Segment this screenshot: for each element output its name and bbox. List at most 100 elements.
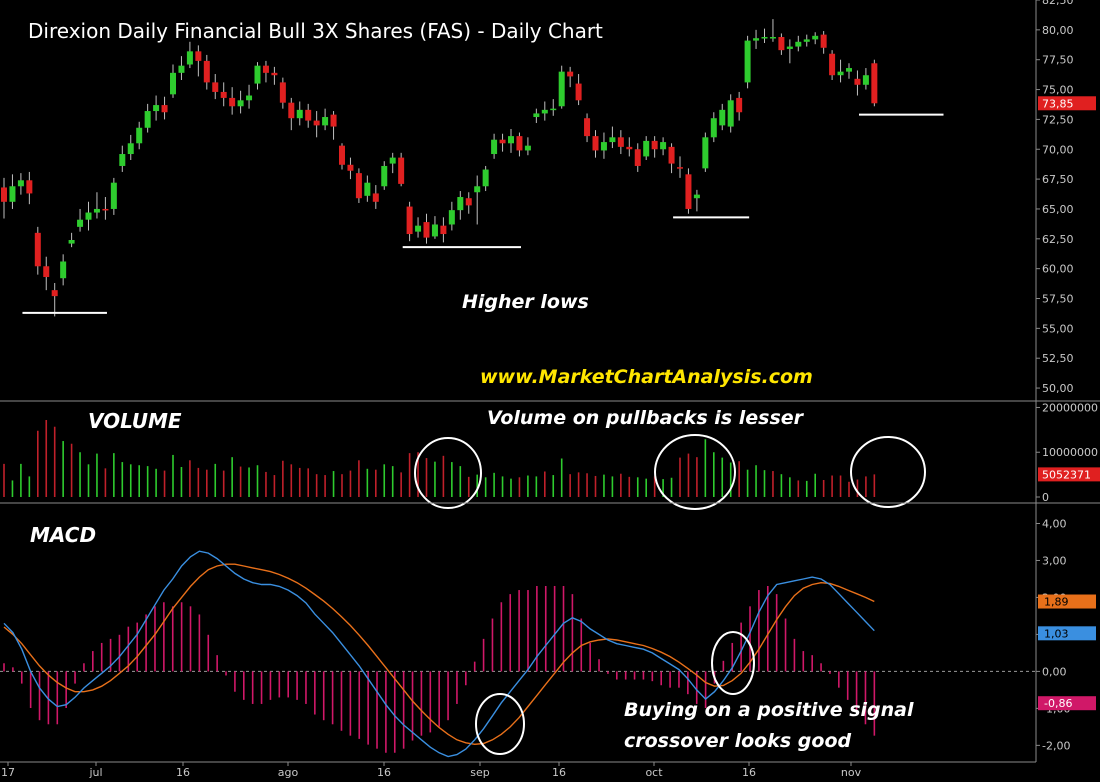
candle-body	[398, 157, 405, 184]
signal-value-badge	[1038, 594, 1096, 609]
candle-body	[719, 109, 726, 126]
candle-body	[127, 143, 134, 155]
candle-body	[660, 142, 667, 150]
candle-body	[1, 187, 7, 202]
last-price-badge	[1038, 96, 1096, 111]
volume-tick-label: 10000000	[1042, 446, 1098, 459]
price-tick-label: 72,50	[1042, 113, 1074, 126]
candle-body	[9, 186, 16, 202]
candle-body	[710, 118, 717, 138]
candle-body	[592, 136, 599, 151]
macd-tick-label: -2,00	[1042, 739, 1070, 752]
candle-body	[761, 37, 768, 39]
candle-body	[837, 71, 844, 76]
macd-note-line1: Buying on a positive signal	[624, 699, 914, 721]
macd-tick-label: 3,00	[1042, 554, 1067, 567]
candle-body	[567, 71, 574, 77]
candle-body	[516, 136, 523, 151]
price-tick-label: 77,50	[1042, 54, 1074, 67]
candle-body	[313, 120, 320, 126]
candle-body	[491, 139, 498, 155]
price-tick-label: 65,00	[1042, 203, 1074, 216]
candle-body	[474, 186, 481, 193]
candle-body	[862, 75, 869, 85]
price-tick-label: 55,00	[1042, 322, 1074, 335]
candle-body	[423, 222, 430, 238]
candle-body	[643, 140, 650, 157]
macd-note-line2: crossover looks good	[624, 730, 851, 752]
candle-body	[626, 146, 633, 150]
candle-body	[144, 111, 151, 128]
price-tick-label: 75,00	[1042, 84, 1074, 97]
higher-lows-note: Higher lows	[462, 291, 589, 313]
last-price-value: 73,85	[1042, 97, 1074, 110]
candle-body	[254, 65, 261, 84]
volume-circle	[414, 437, 482, 509]
candle-body	[634, 149, 641, 166]
candle-body	[795, 41, 802, 47]
crossover-circle	[711, 631, 755, 695]
candle-body	[51, 290, 58, 297]
candle-body	[322, 117, 329, 126]
candle-body	[769, 37, 776, 39]
candle-body	[600, 142, 607, 151]
candle-body	[829, 53, 836, 76]
time-tick-label: 16	[176, 766, 190, 779]
candle-body	[195, 51, 202, 61]
macd-tick-label: 4,00	[1042, 517, 1067, 530]
candle-body	[186, 51, 193, 65]
candle-body	[246, 95, 253, 101]
price-tick-label: 57,50	[1042, 293, 1074, 306]
candle-body	[677, 167, 683, 169]
candle-body	[93, 208, 100, 213]
candle-body	[389, 157, 396, 164]
candle-body	[465, 198, 472, 206]
candle-body	[846, 68, 852, 72]
time-tick-label: 16	[552, 766, 566, 779]
volume-bars	[3, 420, 876, 497]
candle-body	[381, 165, 388, 187]
macd-line	[3, 550, 875, 758]
candle-body	[744, 40, 751, 83]
candle-body	[786, 46, 793, 49]
candle-body	[820, 34, 827, 48]
price-tick-label: 60,00	[1042, 263, 1074, 276]
time-tick-label: oct	[645, 766, 663, 779]
candle-body	[212, 82, 219, 92]
volume-tick-label: 0	[1042, 491, 1049, 504]
candle-body	[871, 63, 878, 104]
candle-body	[296, 109, 303, 119]
candle-body	[110, 182, 117, 209]
candle-body	[702, 137, 709, 169]
price-tick-label: 62,50	[1042, 233, 1074, 246]
candle-body	[558, 71, 565, 107]
candle-body	[651, 140, 658, 150]
chart-title: Direxion Daily Financial Bull 3X Shares …	[28, 19, 603, 43]
candle-body	[203, 60, 210, 83]
candle-body	[170, 72, 176, 95]
price-tick-label: 52,50	[1042, 352, 1074, 365]
candle-body	[347, 164, 354, 171]
candle-body	[727, 100, 734, 127]
candle-body	[803, 39, 810, 42]
signal-value-badge-text: 1,89	[1044, 596, 1069, 609]
candle-body	[220, 91, 227, 98]
candle-body	[136, 127, 143, 144]
candle-body	[229, 97, 236, 107]
time-tick-label: 16	[742, 766, 756, 779]
time-tick-label: 16	[377, 766, 391, 779]
candle-body	[533, 113, 540, 118]
annotation-shapes	[22, 113, 944, 755]
volume-circle	[850, 436, 926, 508]
price-tick-label: 82,50	[1042, 0, 1074, 7]
time-tick-label: sep	[470, 766, 489, 779]
candle-body	[288, 102, 295, 119]
candle-body	[854, 78, 861, 85]
candle-body	[26, 180, 33, 194]
candle-body	[85, 212, 92, 220]
candle-body	[17, 180, 24, 187]
candle-body	[60, 261, 67, 279]
price-tick-label: 50,00	[1042, 382, 1074, 395]
